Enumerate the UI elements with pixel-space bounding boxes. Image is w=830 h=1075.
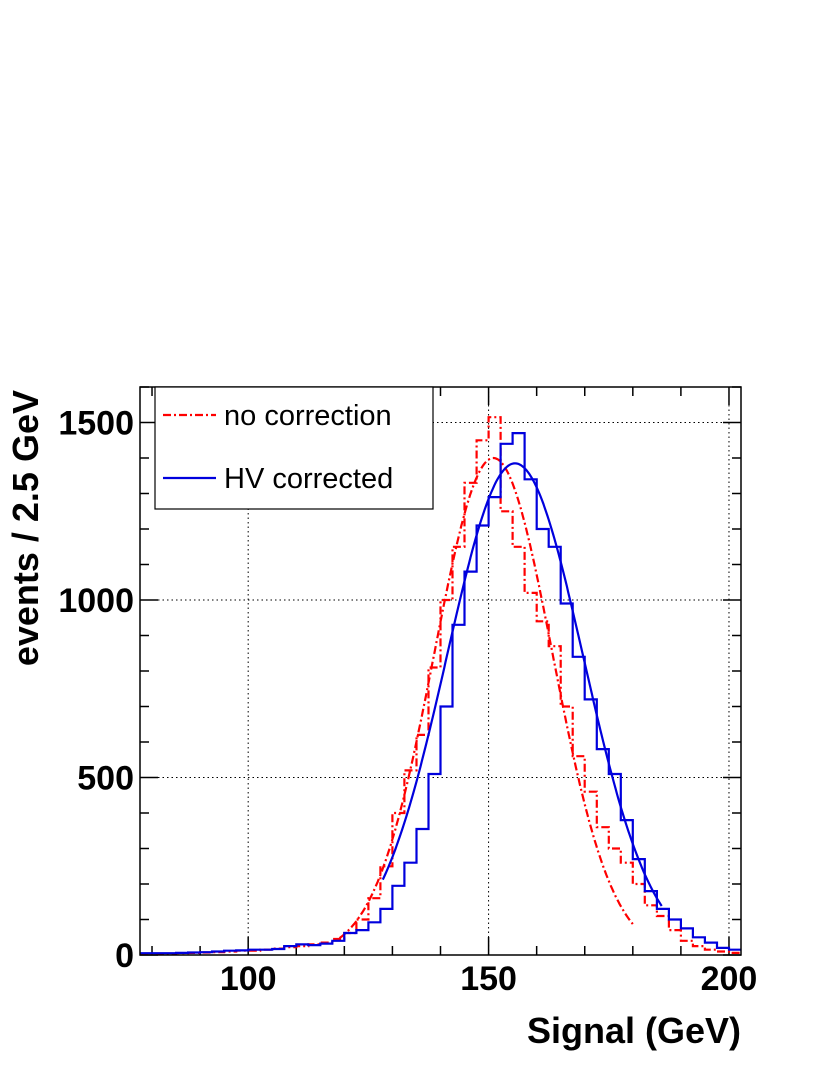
- x-tick-label: 100: [220, 960, 277, 998]
- x-axis-title: Signal (GeV): [527, 1010, 741, 1051]
- y-tick-label: 1000: [58, 582, 134, 620]
- legend-label-no-correction: no correction: [224, 400, 392, 432]
- series-layer: [140, 416, 741, 955]
- y-tick-label: 1500: [58, 405, 134, 443]
- y-tick-label: 0: [115, 937, 134, 975]
- legend-label-hv-corrected: HV corrected: [224, 463, 393, 495]
- series-hv-corrected-histogram: [140, 432, 741, 955]
- x-tick-label: 150: [460, 960, 517, 998]
- y-axis-title: events / 2.5 GeV: [5, 390, 46, 666]
- tick-labels: 100 150 200 0 500 1000 1500: [58, 405, 757, 999]
- series-hv-corrected-fit: [381, 462, 663, 907]
- legend: no correction HV corrected: [154, 386, 434, 510]
- legend-box: [154, 386, 434, 510]
- y-tick-label: 500: [77, 760, 134, 798]
- series-no-correction-fit: [338, 456, 634, 939]
- plot-frame: [139, 386, 742, 956]
- x-tick-label: 200: [701, 960, 758, 998]
